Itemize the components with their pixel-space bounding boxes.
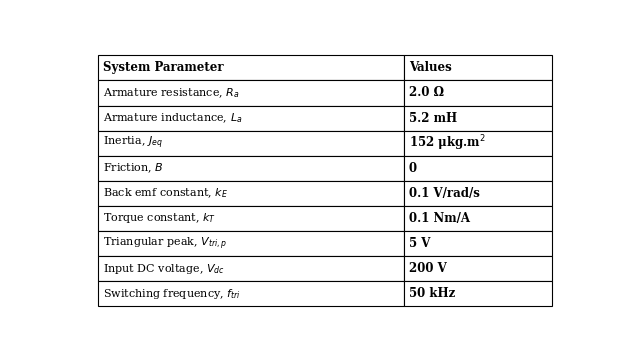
Text: System Parameter: System Parameter — [102, 62, 223, 74]
Text: 152 μkg.m$^2$: 152 μkg.m$^2$ — [409, 134, 485, 153]
Bar — [404, 231, 552, 256]
Text: Friction, $B$: Friction, $B$ — [102, 161, 163, 175]
Text: 0: 0 — [409, 162, 417, 175]
Text: Triangular peak, $V_{tri,p}$: Triangular peak, $V_{tri,p}$ — [102, 235, 227, 252]
Bar — [97, 106, 404, 131]
Bar — [404, 256, 552, 281]
Text: 200 V: 200 V — [409, 262, 447, 275]
Bar — [97, 281, 404, 306]
Text: Armature inductance, $L_a$: Armature inductance, $L_a$ — [102, 111, 242, 125]
Text: 0.1 V/rad/s: 0.1 V/rad/s — [409, 187, 480, 200]
Bar — [404, 131, 552, 156]
Bar — [97, 231, 404, 256]
Text: 50 kHz: 50 kHz — [409, 287, 455, 300]
Bar — [404, 206, 552, 231]
Bar — [97, 206, 404, 231]
Bar — [97, 81, 404, 106]
Text: Values: Values — [409, 62, 452, 74]
Bar — [404, 81, 552, 106]
Bar — [97, 156, 404, 181]
Text: Torque constant, $k_T$: Torque constant, $k_T$ — [102, 212, 216, 226]
Bar — [404, 281, 552, 306]
Text: Armature resistance, $R_a$: Armature resistance, $R_a$ — [102, 86, 239, 100]
Text: 5.2 mH: 5.2 mH — [409, 112, 457, 125]
Text: Input DC voltage, $V_{dc}$: Input DC voltage, $V_{dc}$ — [102, 262, 224, 276]
Text: Switching frequency, $f_{tri}$: Switching frequency, $f_{tri}$ — [102, 287, 240, 301]
Bar — [404, 55, 552, 81]
Bar — [97, 131, 404, 156]
Bar — [97, 55, 404, 81]
Bar — [97, 181, 404, 206]
Text: 2.0 Ω: 2.0 Ω — [409, 87, 444, 100]
Text: 0.1 Nm/A: 0.1 Nm/A — [409, 212, 470, 225]
Bar — [97, 256, 404, 281]
Text: Back emf constant, $k_E$: Back emf constant, $k_E$ — [102, 187, 228, 200]
Text: 5 V: 5 V — [409, 237, 430, 250]
Bar — [404, 156, 552, 181]
Text: Inertia, $J_{eq}$: Inertia, $J_{eq}$ — [102, 135, 162, 151]
Bar — [404, 181, 552, 206]
Bar — [404, 106, 552, 131]
